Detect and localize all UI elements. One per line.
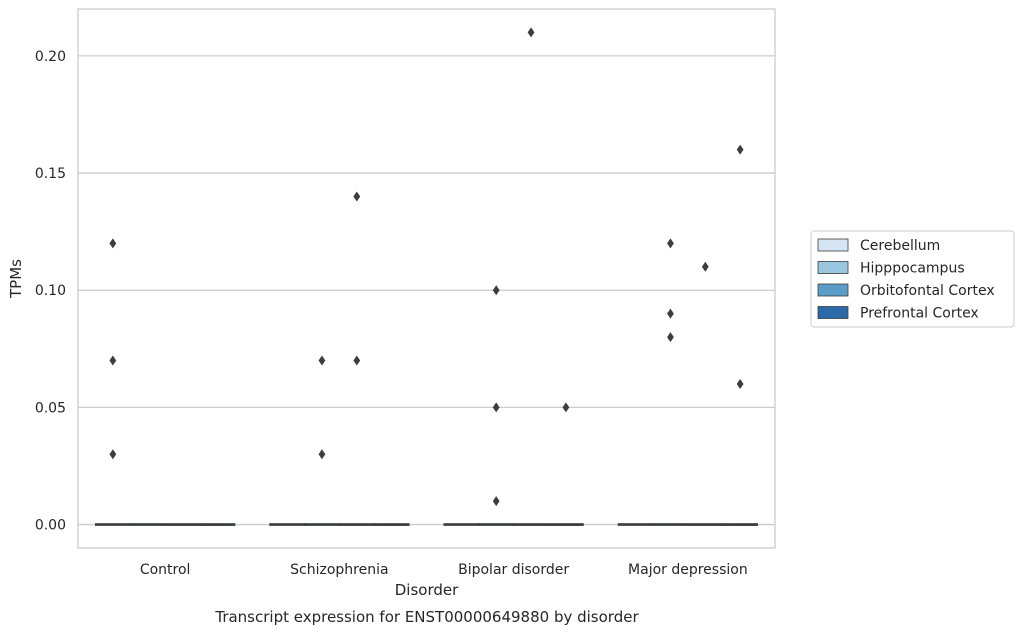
outlier-point (667, 238, 674, 249)
y-tick-label: 0.20 (35, 49, 66, 65)
y-axis-label: TPMs (7, 259, 25, 299)
outlier-point (353, 191, 361, 202)
legend: Cerebellum Hipppocampus Orbitofontal Corte… (810, 230, 1015, 328)
plot-frame (77, 8, 776, 549)
outlier-point (527, 27, 535, 38)
legend-swatch (817, 238, 849, 252)
y-tick-label: 0.15 (35, 166, 66, 182)
boxes (95, 523, 758, 526)
legend-label: Hipppocampus (860, 261, 965, 277)
legend-swatch (817, 306, 849, 319)
y-tick-labels: 0.00 0.05 0.10 0.15 0.20 (35, 49, 66, 534)
chart-title: Transcript expression for ENST0000064988… (214, 608, 639, 626)
y-tick-label: 0.10 (35, 283, 66, 299)
legend-swatch (817, 283, 849, 297)
outlier-point (492, 285, 500, 296)
outlier-point (736, 378, 744, 389)
x-axis-label: Disorder (395, 581, 459, 599)
outlier-point (492, 496, 500, 507)
x-tick-label: Control (140, 562, 191, 578)
outlier-points (109, 27, 744, 507)
outlier-point (109, 355, 117, 366)
legend-frame (810, 230, 1015, 328)
x-tick-label: Bipolar disorder (458, 562, 569, 578)
outlier-point (318, 449, 326, 460)
legend-label: Orbitofontal Cortex (860, 283, 995, 299)
grid-lines (78, 55, 775, 526)
outlier-point (667, 332, 674, 343)
outlier-point (701, 261, 709, 272)
x-tick-labels: Control Schizophrenia Bipolar disorder Majo… (140, 562, 748, 578)
y-tick-label: 0.00 (35, 518, 66, 534)
legend-label: Cerebellum (860, 238, 940, 254)
y-tick-label: 0.05 (35, 400, 66, 416)
outlier-point (562, 402, 570, 413)
outlier-point (492, 402, 500, 413)
legend-swatch (817, 261, 849, 274)
outlier-point (353, 355, 361, 366)
x-tick-label: Major depression (628, 562, 748, 578)
outlier-point (667, 308, 674, 319)
x-tick-label: Schizophrenia (290, 562, 388, 578)
legend-label: Prefrontal Cortex (860, 306, 979, 322)
outlier-point (318, 355, 326, 366)
outlier-point (736, 144, 744, 155)
outlier-point (109, 449, 117, 460)
outlier-point (109, 238, 117, 249)
